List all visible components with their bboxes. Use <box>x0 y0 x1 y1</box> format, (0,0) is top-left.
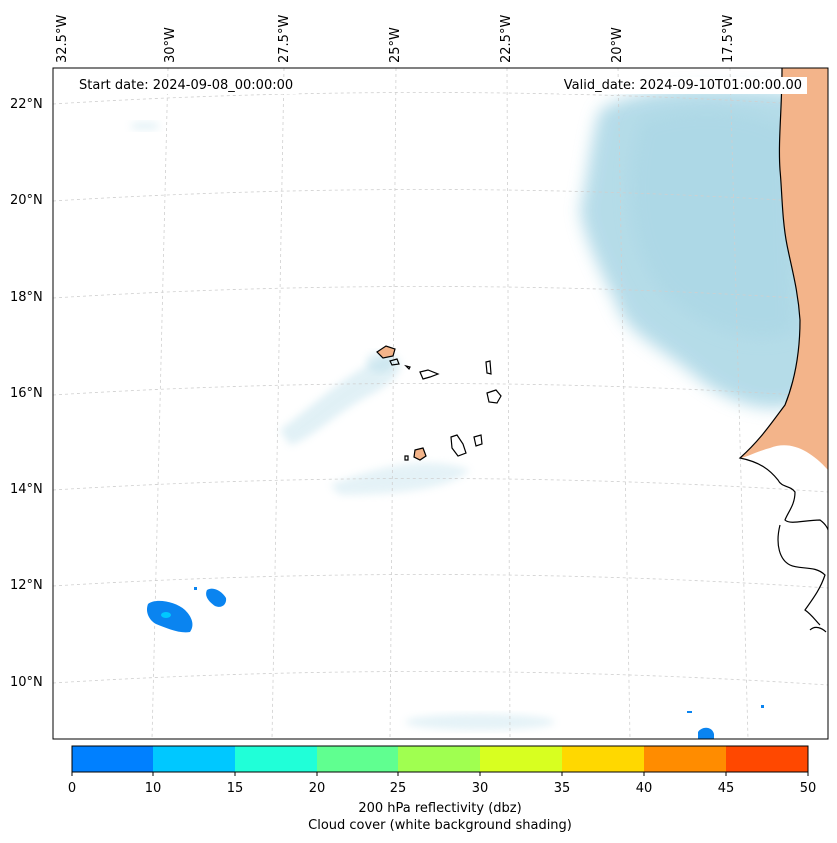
africa-land-shading <box>740 68 828 470</box>
gridline-lon-22-5w <box>506 68 511 739</box>
island-maio <box>473 434 483 447</box>
lon-label-22-5w: 22.5°W <box>499 14 514 63</box>
colorbar-tick-label: 40 <box>635 781 653 796</box>
gridline-lon-17-5w <box>729 68 749 739</box>
colorbar-tick-label: 30 <box>471 781 489 796</box>
island-brava <box>404 455 409 461</box>
colorbar <box>71 745 809 776</box>
lon-label-20w: 20°W <box>610 27 625 63</box>
colorbar-title: 200 hPa reflectivity (dbz) <box>358 801 522 816</box>
colorbar-tick-label: 35 <box>553 781 571 796</box>
island-sao-nicolau <box>419 369 440 380</box>
map-frame <box>52 67 829 740</box>
gridline-lon-27-5w <box>271 68 285 739</box>
colorbar-tick-label: 50 <box>799 781 817 796</box>
colorbar-tick-label: 15 <box>226 781 244 796</box>
colorbar-tick-label: 0 <box>67 781 77 796</box>
echo-dot-3 <box>761 705 764 708</box>
island-santiago <box>450 434 467 457</box>
colorbar-tick-label: 45 <box>717 781 735 796</box>
gridline-lon-30w <box>151 68 169 739</box>
colorbar-frame <box>71 745 809 773</box>
gridline-lat-16n <box>53 383 828 398</box>
echo-cell-small <box>206 588 227 607</box>
gridline-lon-20w <box>617 68 631 739</box>
lat-label-16n: 16°N <box>10 386 43 401</box>
colorbar-subtitle: Cloud cover (white background shading) <box>308 818 572 833</box>
colorbar-segment-25-30 <box>398 746 480 772</box>
colorbar-segment-10-15 <box>153 746 235 772</box>
cloud-cover-layer <box>130 87 820 730</box>
cloud-streak-center <box>280 355 401 445</box>
start-date-label: Start date: 2024-09-08_00:00:00 <box>74 77 299 94</box>
colorbar-segment-45-50 <box>726 746 808 772</box>
valid-date-label: Valid_date: 2024-09-10T01:00:00.00 <box>558 77 807 94</box>
lat-label-20n: 20°N <box>10 193 43 208</box>
colorbar-segment-20-25 <box>317 746 398 772</box>
gridline-lon-25w <box>389 68 397 739</box>
echo-cell-core <box>161 612 171 618</box>
gridline-lat-22n <box>53 92 828 107</box>
island-sao-vicente <box>389 358 400 366</box>
cloud-patch-west <box>130 122 160 130</box>
colorbar-tick-label: 25 <box>389 781 407 796</box>
lon-label-32-5w: 32.5°W <box>55 14 70 63</box>
lat-label-18n: 18°N <box>10 290 43 305</box>
colorbar-segment-0-10 <box>72 746 153 772</box>
echo-cell-bottom <box>698 727 714 739</box>
lon-label-25w: 25°W <box>388 27 403 63</box>
lat-label-10n: 10°N <box>10 675 43 690</box>
colorbar-segment-15-20 <box>235 746 317 772</box>
cloud-region-east-inner <box>629 109 795 338</box>
lon-label-30w: 30°W <box>163 27 178 63</box>
lat-label-14n: 14°N <box>10 482 43 497</box>
graticule <box>53 68 828 739</box>
gridline-lat-20n <box>53 189 828 204</box>
echo-dot-1 <box>194 587 197 590</box>
colorbar-tick-label: 10 <box>144 781 162 796</box>
island-santa-luzia <box>404 364 411 371</box>
colorbar-tick-label: 20 <box>308 781 326 796</box>
lon-label-27-5w: 27.5°W <box>277 14 292 63</box>
lon-label-17-5w: 17.5°W <box>721 14 736 63</box>
lat-label-22n: 22°N <box>10 97 43 112</box>
lat-label-12n: 12°N <box>10 578 43 593</box>
cape-verde-islands <box>376 345 502 461</box>
echo-dot-2 <box>687 711 692 713</box>
gridline-lat-12n <box>53 574 828 589</box>
colorbar-segment-40-45 <box>644 746 726 772</box>
island-fogo <box>413 447 427 461</box>
africa-coastline <box>738 68 828 633</box>
colorbar-segment-30-35 <box>480 746 562 772</box>
island-santo-antao <box>376 345 396 359</box>
colorbar-segment-35-40 <box>562 746 644 772</box>
gridline-lat-10n <box>53 671 828 686</box>
cloud-streak-south <box>330 462 470 495</box>
island-sal <box>485 360 492 375</box>
gridline-lat-18n <box>53 286 828 301</box>
gridline-lat-14n <box>53 478 828 493</box>
reflectivity-echoes <box>146 587 764 739</box>
cloud-patch-bottom <box>405 714 555 730</box>
island-boa-vista <box>486 389 502 404</box>
